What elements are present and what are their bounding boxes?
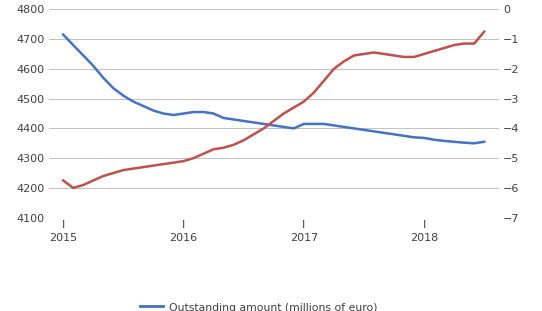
Outstanding amount (millions of euro) <box>180 112 187 115</box>
Outstanding amount (millions of euro) <box>201 110 207 114</box>
Outstanding amount (millions of euro) <box>300 122 307 126</box>
Annual rate of change (%; right-hand scale) <box>311 91 317 95</box>
Legend: Outstanding amount (millions of euro), Annual rate of change (%; right-hand scal: Outstanding amount (millions of euro), A… <box>140 302 408 311</box>
Annual rate of change (%; right-hand scale) <box>411 55 417 59</box>
Outstanding amount (millions of euro) <box>220 116 227 120</box>
Annual rate of change (%; right-hand scale) <box>241 138 247 142</box>
Outstanding amount (millions of euro) <box>280 125 287 129</box>
Annual rate of change (%; right-hand scale) <box>90 179 96 182</box>
Annual rate of change (%; right-hand scale) <box>180 159 187 163</box>
Outstanding amount (millions of euro) <box>471 142 478 145</box>
Annual rate of change (%; right-hand scale) <box>201 152 207 156</box>
Annual rate of change (%; right-hand scale) <box>80 183 87 187</box>
Outstanding amount (millions of euro) <box>270 123 277 127</box>
Annual rate of change (%; right-hand scale) <box>340 60 347 63</box>
Annual rate of change (%; right-hand scale) <box>300 100 307 104</box>
Outstanding amount (millions of euro) <box>130 100 137 104</box>
Annual rate of change (%; right-hand scale) <box>160 162 166 166</box>
Annual rate of change (%; right-hand scale) <box>451 43 457 47</box>
Annual rate of change (%; right-hand scale) <box>250 132 257 136</box>
Annual rate of change (%; right-hand scale) <box>170 161 177 165</box>
Outstanding amount (millions of euro) <box>170 113 177 117</box>
Outstanding amount (millions of euro) <box>70 43 76 47</box>
Outstanding amount (millions of euro) <box>120 94 127 98</box>
Annual rate of change (%; right-hand scale) <box>150 164 157 167</box>
Outstanding amount (millions of euro) <box>210 112 217 115</box>
Annual rate of change (%; right-hand scale) <box>471 42 478 45</box>
Outstanding amount (millions of euro) <box>241 119 247 123</box>
Outstanding amount (millions of euro) <box>360 128 367 132</box>
Outstanding amount (millions of euro) <box>110 86 117 90</box>
Outstanding amount (millions of euro) <box>291 127 297 130</box>
Annual rate of change (%; right-hand scale) <box>280 112 287 115</box>
Outstanding amount (millions of euro) <box>150 109 157 112</box>
Annual rate of change (%; right-hand scale) <box>461 42 467 45</box>
Outstanding amount (millions of euro) <box>421 136 427 140</box>
Outstanding amount (millions of euro) <box>140 104 147 108</box>
Outstanding amount (millions of euro) <box>431 138 437 142</box>
Annual rate of change (%; right-hand scale) <box>291 106 297 109</box>
Outstanding amount (millions of euro) <box>441 139 447 143</box>
Annual rate of change (%; right-hand scale) <box>60 179 67 182</box>
Outstanding amount (millions of euro) <box>250 121 257 124</box>
Outstanding amount (millions of euro) <box>401 134 407 138</box>
Annual rate of change (%; right-hand scale) <box>481 30 487 34</box>
Outstanding amount (millions of euro) <box>381 131 388 135</box>
Annual rate of change (%; right-hand scale) <box>130 167 137 170</box>
Outstanding amount (millions of euro) <box>60 33 67 36</box>
Outstanding amount (millions of euro) <box>340 125 347 129</box>
Outstanding amount (millions of euro) <box>411 136 417 139</box>
Outstanding amount (millions of euro) <box>461 141 467 145</box>
Annual rate of change (%; right-hand scale) <box>441 46 447 50</box>
Outstanding amount (millions of euro) <box>481 140 487 144</box>
Annual rate of change (%; right-hand scale) <box>321 79 327 83</box>
Annual rate of change (%; right-hand scale) <box>190 156 197 160</box>
Outstanding amount (millions of euro) <box>451 140 457 144</box>
Annual rate of change (%; right-hand scale) <box>391 53 397 57</box>
Outstanding amount (millions of euro) <box>371 129 377 133</box>
Outstanding amount (millions of euro) <box>230 118 237 121</box>
Outstanding amount (millions of euro) <box>261 122 267 126</box>
Annual rate of change (%; right-hand scale) <box>70 186 76 190</box>
Annual rate of change (%; right-hand scale) <box>360 52 367 56</box>
Outstanding amount (millions of euro) <box>90 64 96 68</box>
Annual rate of change (%; right-hand scale) <box>230 143 237 146</box>
Annual rate of change (%; right-hand scale) <box>120 168 127 172</box>
Annual rate of change (%; right-hand scale) <box>331 67 337 71</box>
Annual rate of change (%; right-hand scale) <box>270 119 277 123</box>
Annual rate of change (%; right-hand scale) <box>351 53 357 57</box>
Line: Outstanding amount (millions of euro): Outstanding amount (millions of euro) <box>63 35 484 143</box>
Annual rate of change (%; right-hand scale) <box>210 147 217 151</box>
Annual rate of change (%; right-hand scale) <box>100 174 107 178</box>
Annual rate of change (%; right-hand scale) <box>401 55 407 59</box>
Outstanding amount (millions of euro) <box>190 110 197 114</box>
Outstanding amount (millions of euro) <box>100 76 107 80</box>
Outstanding amount (millions of euro) <box>331 123 337 127</box>
Outstanding amount (millions of euro) <box>160 112 166 115</box>
Annual rate of change (%; right-hand scale) <box>140 165 147 169</box>
Annual rate of change (%; right-hand scale) <box>381 52 388 56</box>
Annual rate of change (%; right-hand scale) <box>371 51 377 54</box>
Annual rate of change (%; right-hand scale) <box>110 171 117 175</box>
Outstanding amount (millions of euro) <box>321 122 327 126</box>
Outstanding amount (millions of euro) <box>391 132 397 136</box>
Annual rate of change (%; right-hand scale) <box>261 127 267 130</box>
Annual rate of change (%; right-hand scale) <box>220 146 227 150</box>
Annual rate of change (%; right-hand scale) <box>431 49 437 53</box>
Outstanding amount (millions of euro) <box>80 53 87 57</box>
Annual rate of change (%; right-hand scale) <box>421 52 427 56</box>
Line: Annual rate of change (%; right-hand scale): Annual rate of change (%; right-hand sca… <box>63 32 484 188</box>
Outstanding amount (millions of euro) <box>311 122 317 126</box>
Outstanding amount (millions of euro) <box>351 127 357 130</box>
